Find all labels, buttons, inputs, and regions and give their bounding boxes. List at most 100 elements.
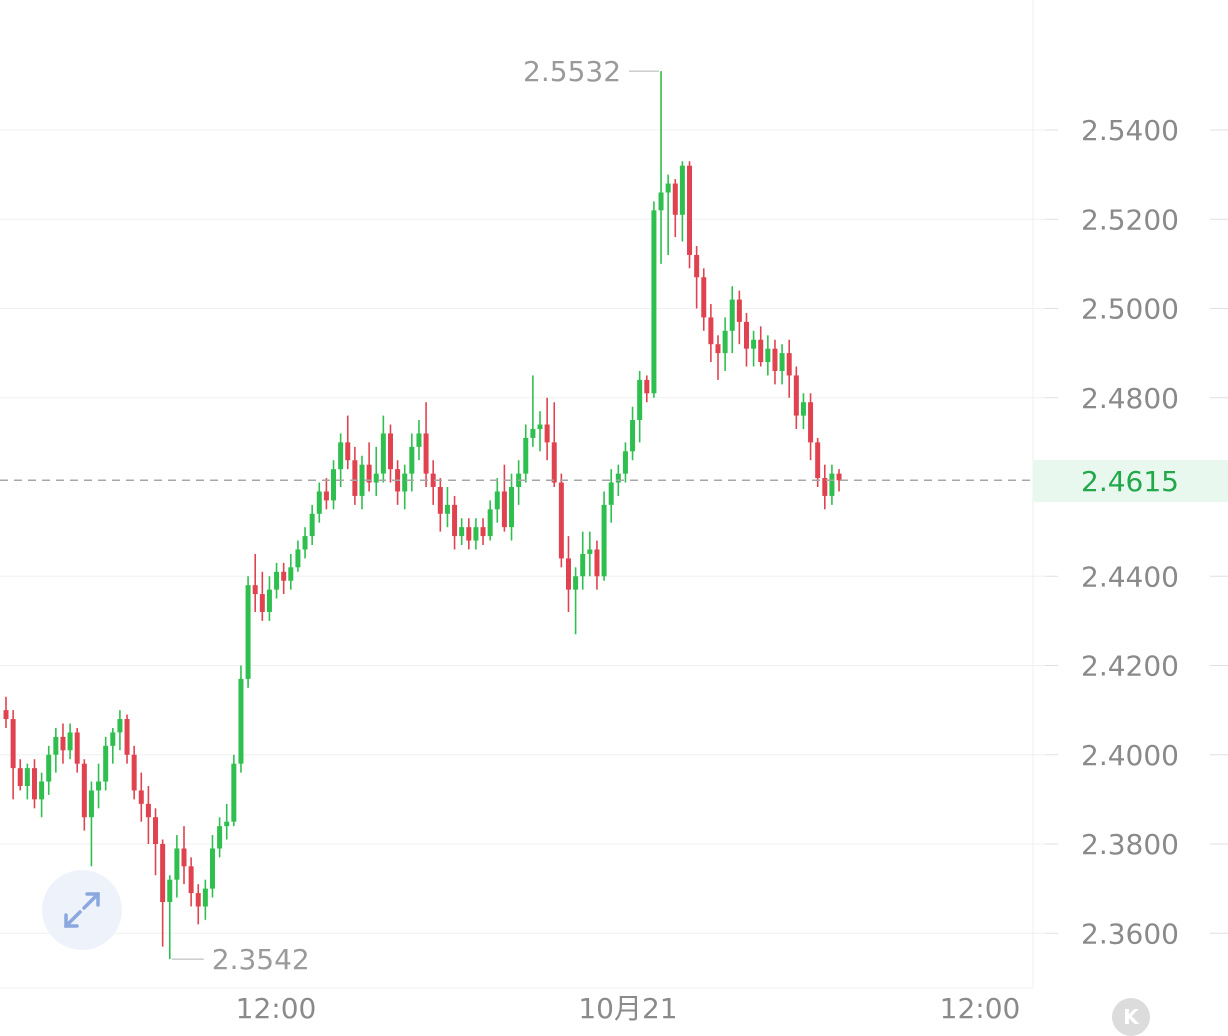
candle [138, 772, 144, 822]
candle-body [793, 375, 799, 416]
candle [416, 420, 422, 461]
candle [153, 808, 159, 876]
candle-body [651, 210, 657, 394]
candle-body [423, 433, 429, 474]
y-tick-label: 2.5200 [1081, 203, 1179, 236]
candle [266, 576, 272, 621]
k-logo-icon[interactable]: K [1112, 998, 1150, 1036]
candle-body [452, 504, 458, 537]
candle-body [81, 763, 87, 818]
candle-body [772, 348, 778, 371]
candle [758, 326, 764, 367]
candle-body [366, 464, 372, 483]
candle-body [808, 402, 814, 443]
candle [473, 518, 479, 550]
candle-body [580, 553, 586, 577]
candle-body [537, 424, 543, 429]
current-price-badge: 2.4615 [1033, 460, 1228, 502]
candle [751, 330, 757, 367]
candle [622, 442, 628, 483]
candle [309, 504, 315, 546]
candle-body [466, 527, 472, 541]
candle-body [530, 428, 536, 438]
candle-body [630, 420, 636, 452]
candle [331, 460, 337, 510]
candle [373, 446, 379, 496]
candle [88, 781, 94, 867]
candle-body [523, 437, 529, 474]
candle-body [274, 571, 280, 590]
candle-body [565, 558, 571, 590]
candle [81, 759, 87, 831]
candle-body [473, 527, 479, 541]
candle [558, 473, 564, 568]
candle-body [352, 460, 358, 496]
candle-body [88, 790, 94, 818]
candle-body [145, 803, 151, 818]
candle-body [24, 768, 30, 786]
candles [3, 71, 842, 960]
candle [772, 339, 778, 385]
y-tick-label: 2.4200 [1081, 650, 1179, 683]
candle-body [587, 549, 593, 554]
candle [245, 576, 251, 688]
candle [694, 246, 700, 309]
candle [544, 397, 550, 461]
candle [715, 335, 721, 380]
candle [31, 759, 37, 809]
candle [24, 763, 30, 800]
expand-button[interactable] [42, 870, 122, 950]
high-low-markers: 2.5532 2.3542 [171, 55, 660, 976]
candle [501, 464, 507, 532]
candle [352, 446, 358, 505]
candle-body [672, 183, 678, 215]
x-tick-label: 12:00 [940, 992, 1021, 1025]
candle [110, 727, 116, 764]
candle-body [608, 482, 614, 505]
candle [800, 393, 806, 429]
candle [651, 201, 657, 398]
candle-body [729, 299, 735, 331]
candle-body [67, 732, 73, 751]
candle [573, 567, 579, 635]
candle-body [829, 473, 835, 496]
candle-body [779, 353, 785, 371]
candle-body [316, 491, 322, 514]
x-axis: 12:00 10月21 12:00 [236, 992, 1021, 1025]
candle-body [17, 768, 23, 786]
candle-body [409, 446, 415, 474]
candle-body [786, 353, 792, 376]
candle-body [822, 478, 828, 496]
candle-body [373, 473, 379, 483]
candle-body [765, 348, 771, 363]
candle-body [188, 866, 194, 894]
candle-body [430, 473, 436, 487]
candle-body [110, 732, 116, 746]
candle [295, 540, 301, 572]
current-price-label: 2.4615 [1081, 465, 1179, 498]
candle-body [494, 491, 500, 510]
candle-body [259, 594, 265, 612]
candle [601, 491, 607, 581]
candle [217, 817, 223, 858]
candle-body [331, 469, 337, 501]
low-label: 2.3542 [212, 943, 310, 976]
candle [345, 415, 351, 470]
candle-body [345, 442, 351, 461]
candle-body [387, 433, 393, 470]
candle [145, 785, 151, 844]
candle [765, 335, 771, 376]
candle [195, 884, 201, 925]
candle [160, 839, 166, 947]
candle [380, 415, 386, 483]
candle-body [509, 487, 515, 528]
candle [231, 754, 237, 827]
candle [209, 835, 215, 898]
candle-body [53, 736, 59, 755]
candle [722, 317, 728, 371]
candle-body [487, 509, 493, 537]
candle [430, 460, 436, 505]
candle-body [665, 183, 671, 193]
candle [338, 433, 344, 487]
y-tick-label: 2.3600 [1081, 917, 1179, 950]
